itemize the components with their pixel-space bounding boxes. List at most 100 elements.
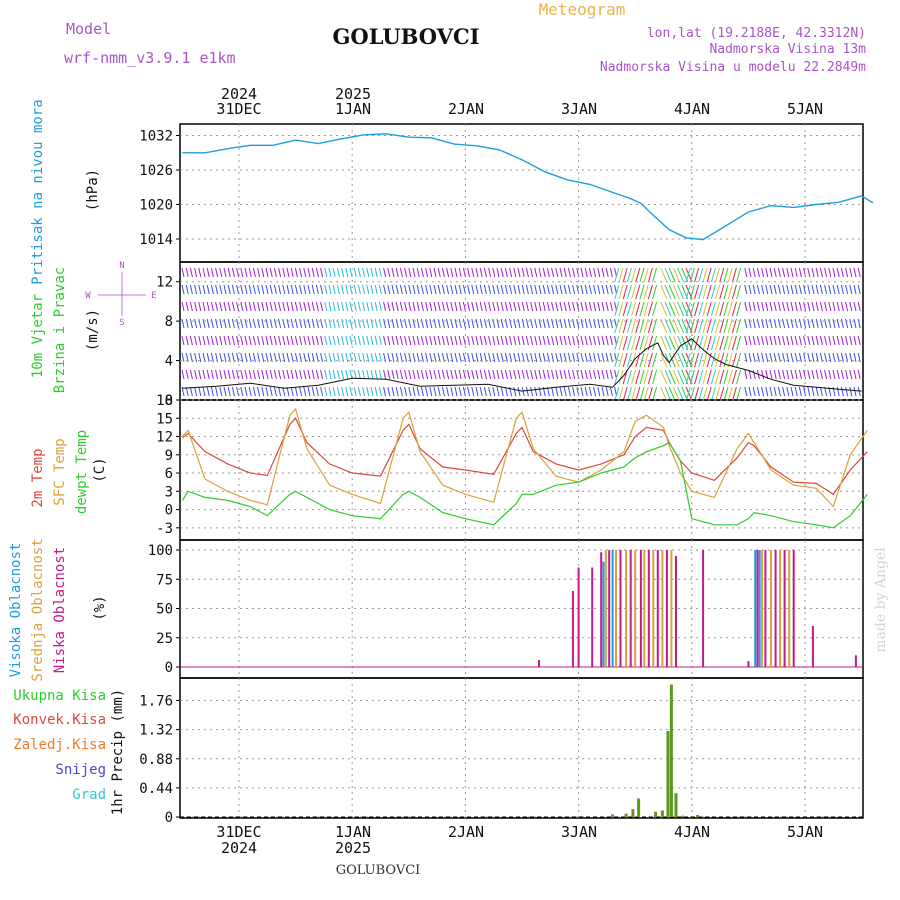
wind-barb [387, 284, 391, 295]
wind-barb [719, 301, 725, 317]
wind-barb [320, 284, 324, 295]
wind-barb [454, 335, 458, 346]
wind-barb [635, 318, 641, 334]
wind-barb [488, 267, 492, 278]
wind-barb [433, 267, 437, 278]
wind-barb [811, 386, 815, 397]
wind-barb [538, 369, 542, 380]
wind-barb [744, 352, 748, 363]
wind-barb [483, 267, 487, 278]
wind-barb [660, 301, 668, 317]
wind-barb [387, 352, 391, 363]
wind-barb [206, 301, 210, 312]
wind-barb [181, 267, 185, 278]
wind-barb [433, 335, 437, 346]
wind-barb [588, 318, 592, 329]
cloud-ylabel-3: Niska Oblacnost [52, 547, 68, 673]
wind-barbs [181, 267, 861, 402]
wind-barb [181, 352, 185, 363]
wind-barb [441, 318, 445, 329]
wind-barb [399, 301, 403, 312]
wind-barb [244, 386, 248, 397]
wind-barb [647, 318, 653, 334]
ytick-label-1: 0.44 [139, 781, 173, 797]
wind-barb [261, 352, 265, 363]
wind-barb [689, 369, 695, 385]
bottom-day-3jan: 3JAN [561, 823, 597, 841]
wind-barb [223, 318, 227, 329]
wind-barb [236, 284, 240, 295]
wind-barb [408, 318, 412, 329]
wind-barb [441, 267, 445, 278]
wind-barb [488, 284, 492, 295]
ytick-label-3: 1.32 [139, 723, 173, 739]
ytick-label-3: 1020 [139, 198, 173, 214]
wind-barb [336, 335, 340, 346]
wind-barb [336, 301, 340, 312]
wind-barb [601, 369, 605, 380]
top-day-2jan: 2JAN [448, 100, 484, 118]
wind-barb [307, 301, 311, 312]
wind-barb [483, 386, 487, 397]
wind-barb [391, 335, 395, 346]
wind-barb [567, 369, 571, 380]
wind-barb [223, 301, 227, 312]
wind-barb [240, 284, 244, 295]
wind-barb [635, 301, 641, 317]
wind-barb [202, 267, 206, 278]
wind-barb [647, 267, 653, 283]
wind-barb [189, 369, 193, 380]
wind-barb [731, 318, 737, 334]
wind-barb [261, 301, 265, 312]
wind-barb [597, 386, 601, 397]
precip-bar-5 [660, 810, 664, 817]
wind-barb [609, 335, 613, 346]
wind-barb [672, 318, 680, 334]
wind-barb [504, 267, 508, 278]
wind-barb [731, 369, 737, 385]
wind-barb [404, 267, 408, 278]
wind-barb [719, 284, 725, 300]
wind-barb [761, 267, 765, 278]
wind-barb [420, 318, 424, 329]
wind-barb [710, 301, 716, 317]
wind-barb [194, 318, 198, 329]
wind-barb [782, 386, 786, 397]
wind-barb [652, 335, 658, 351]
wind-barb [404, 386, 408, 397]
wind-barb [694, 267, 700, 283]
wind-barb [357, 267, 361, 278]
wind-barb [824, 369, 828, 380]
wind-barb [832, 318, 836, 329]
wind-barb [286, 369, 290, 380]
wind-barb [614, 301, 620, 317]
wind-barb [563, 335, 567, 346]
wind-barb [752, 284, 756, 295]
wind-barb [605, 301, 609, 312]
wind-barb [231, 301, 235, 312]
wind-barb [542, 352, 546, 363]
ytick-label-0: 0 [165, 393, 173, 409]
wind-barb [231, 369, 235, 380]
wind-barb [479, 284, 483, 295]
wind-barb [639, 352, 645, 368]
wind-barb [551, 301, 555, 312]
precip-bar-3 [637, 798, 641, 817]
wind-barb [559, 352, 563, 363]
wind-barb [492, 318, 496, 329]
legend-hail: Grad [72, 787, 106, 803]
bottom-day-4jan: 4JAN [674, 823, 710, 841]
wind-barb [664, 352, 672, 368]
wind-barb [534, 284, 538, 295]
wind-barb [185, 284, 189, 295]
wind-barb [845, 284, 849, 295]
wind-barb [794, 386, 798, 397]
wind-barb [269, 284, 273, 295]
wind-barb [488, 318, 492, 329]
wind-barb [609, 318, 613, 329]
wind-barb [689, 386, 695, 402]
wind-barb [576, 335, 580, 346]
wind-barb [236, 318, 240, 329]
wind-barb [546, 352, 550, 363]
wind-barb [227, 301, 231, 312]
